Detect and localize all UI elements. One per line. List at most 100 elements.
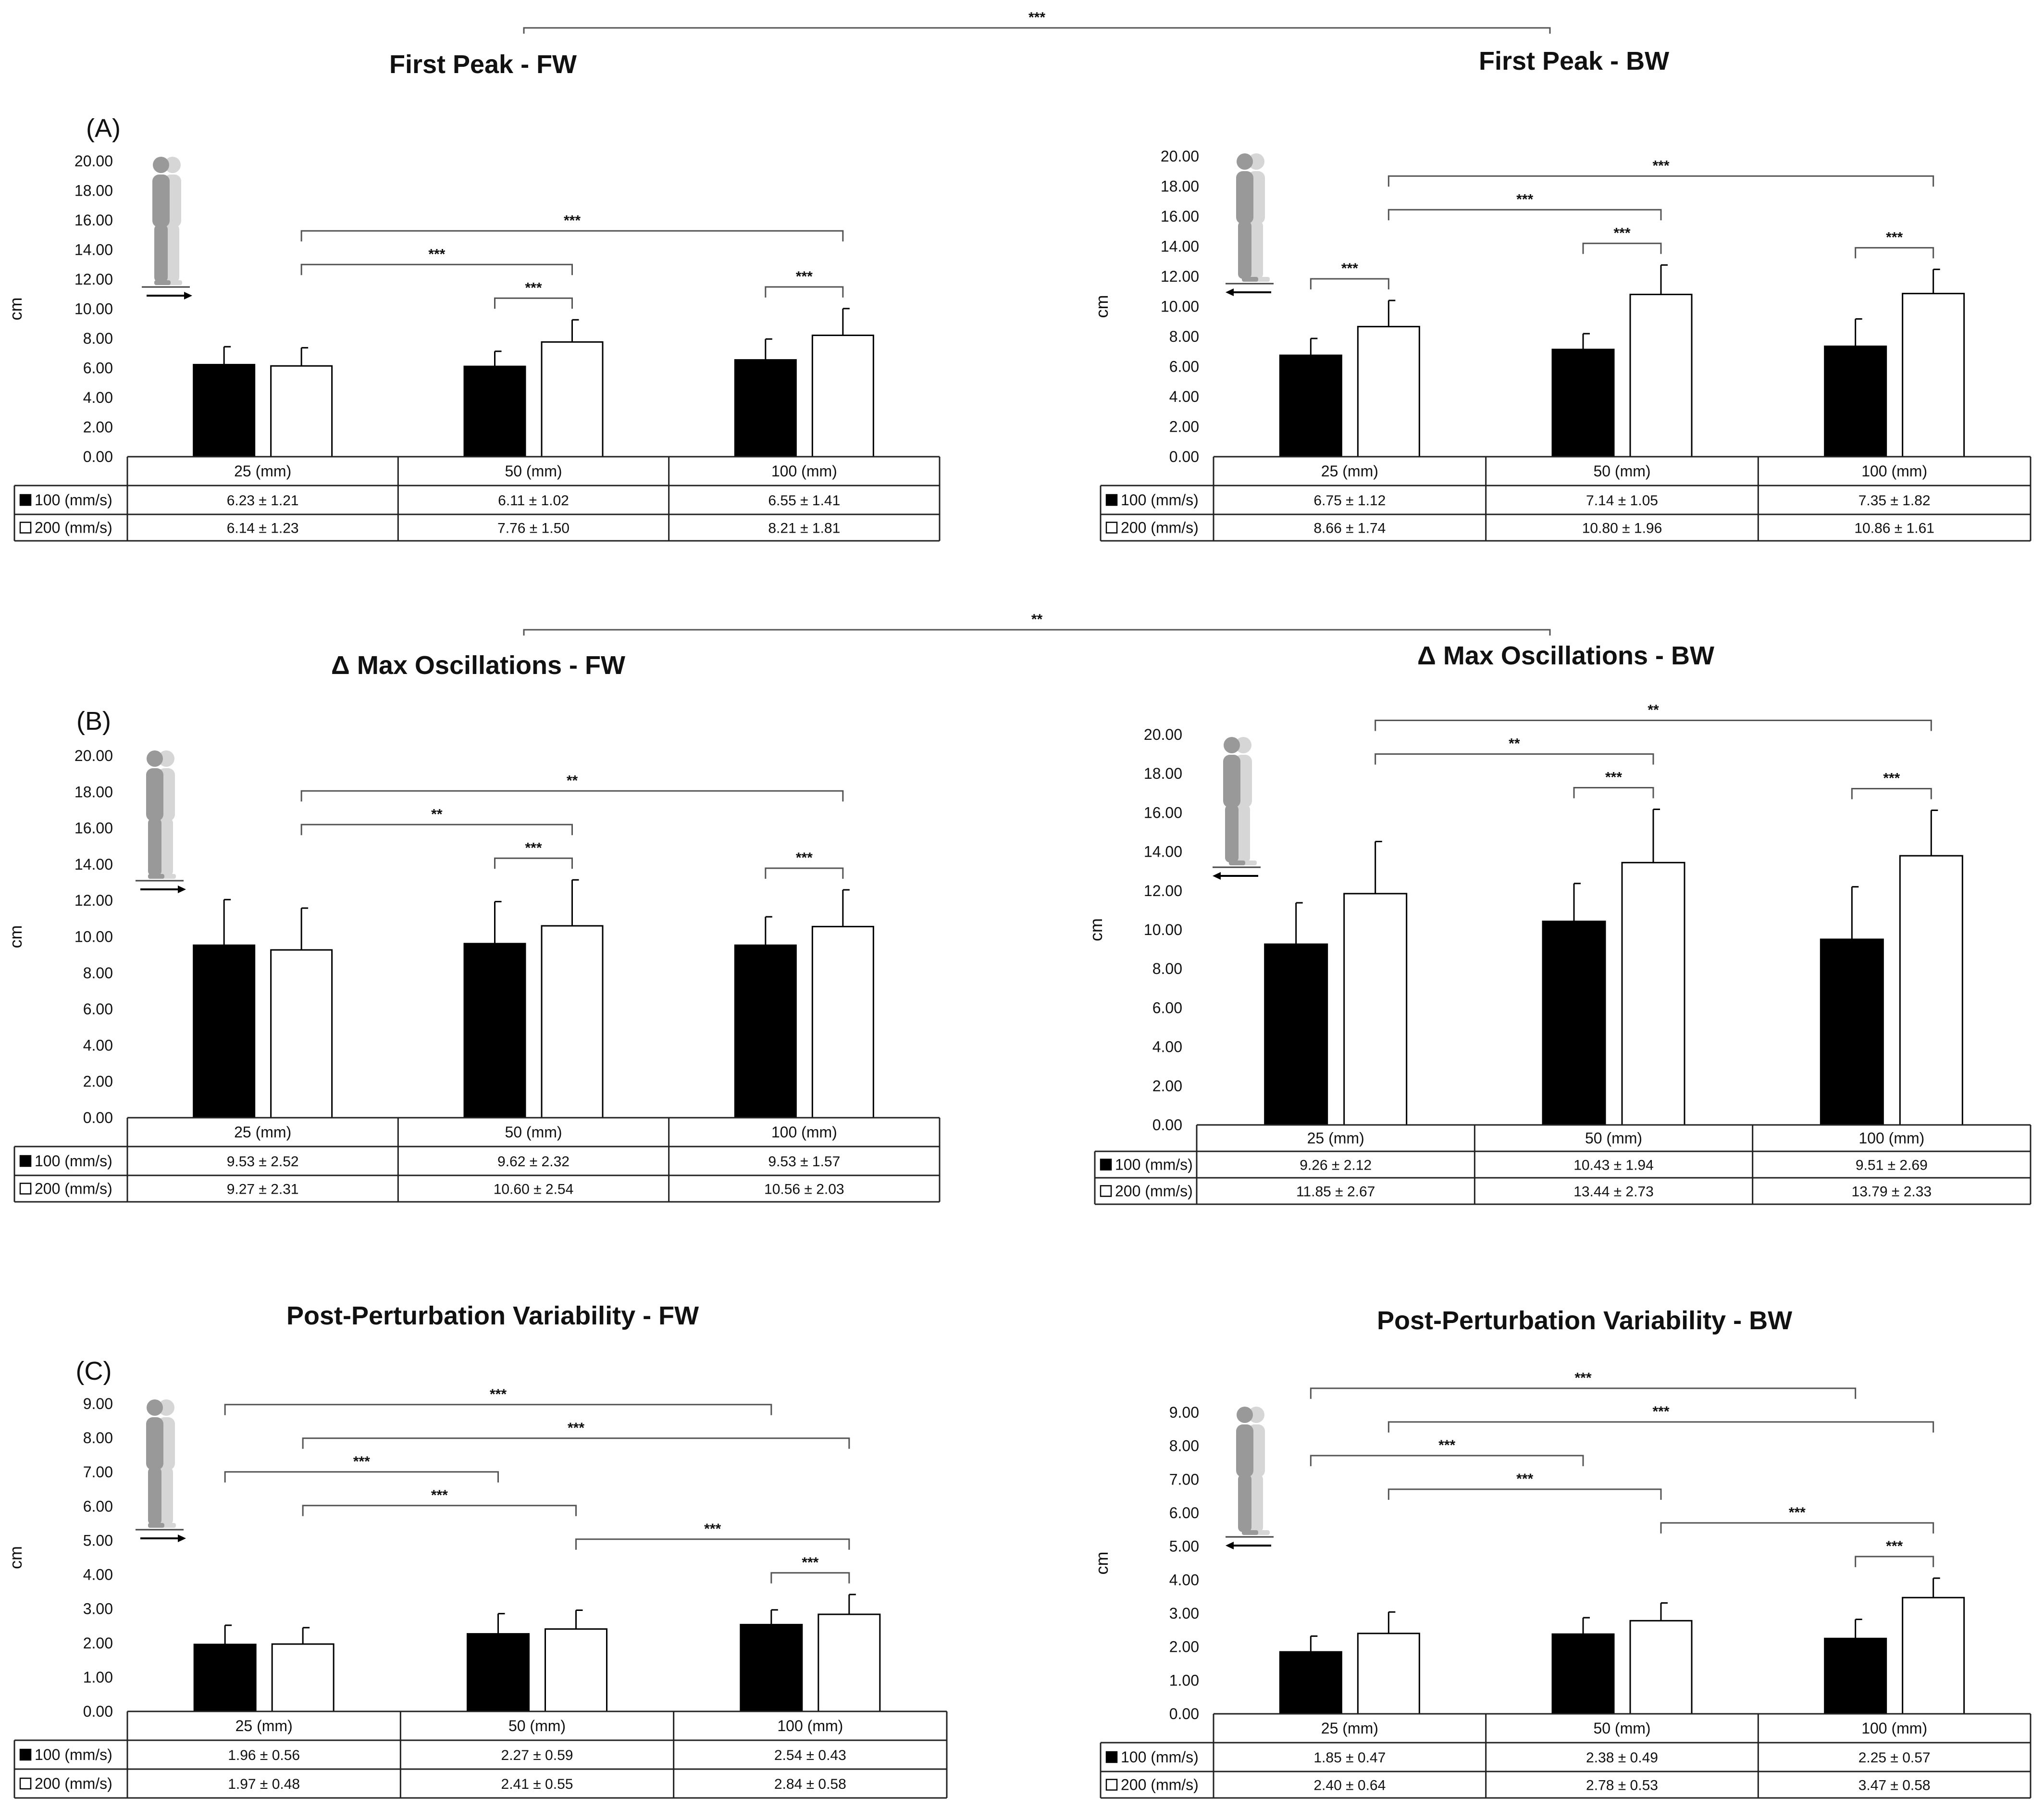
- chart-title: First Peak - BW: [1479, 47, 1669, 75]
- person-torso-icon: [1223, 755, 1240, 808]
- bar-100-mm-s: [740, 1623, 803, 1712]
- person-foot-icon: [148, 1523, 164, 1528]
- y-tick-label: 18.00: [74, 783, 113, 800]
- y-tick-label: 6.00: [1169, 1504, 1199, 1522]
- y-tick-label: 1.00: [1169, 1672, 1199, 1689]
- legend-swatch: [1100, 1159, 1112, 1171]
- significance-bracket: ***: [300, 212, 844, 242]
- person-legs-icon: [1238, 221, 1251, 279]
- legend-label: 200 (mm/s): [1121, 1776, 1199, 1794]
- significance-bracket: **: [1375, 702, 1932, 731]
- y-tick-label: 0.00: [83, 1703, 113, 1720]
- bar-100-mm-s: [1551, 349, 1615, 458]
- person-legs-icon: [154, 225, 168, 282]
- bar-200-mm-s: [1357, 1633, 1420, 1715]
- significance-bracket: ***: [302, 1487, 577, 1516]
- y-tick-label: 4.00: [1169, 1571, 1199, 1588]
- y-axis-label: cm: [6, 925, 25, 948]
- perturbation-icon: [142, 157, 192, 299]
- mean-sd-label: 8.66 ± 1.74: [1313, 521, 1386, 536]
- bar-200-mm-s: [1899, 855, 1963, 1126]
- y-tick-label: 2.00: [83, 1634, 113, 1652]
- y-tick-label: 16.00: [1161, 208, 1199, 225]
- y-tick-label: 18.00: [1161, 178, 1199, 195]
- y-tick-label: 7.00: [83, 1463, 113, 1481]
- y-tick-label: 12.00: [1144, 882, 1182, 899]
- mean-sd-label: 7.14 ± 1.05: [1586, 493, 1658, 509]
- mean-sd-label: 6.11 ± 1.02: [498, 493, 569, 509]
- significance-stars: **: [431, 806, 443, 822]
- legend-swatch: [19, 1155, 32, 1167]
- y-tick-label: 10.00: [74, 928, 113, 946]
- legend-swatch: [1105, 522, 1118, 534]
- significance-stars: ***: [1613, 225, 1630, 241]
- significance-stars: ***: [1574, 1370, 1591, 1386]
- significance-bracket-line: [302, 1437, 850, 1449]
- mean-sd-label: 10.80 ± 1.96: [1582, 521, 1662, 536]
- mean-sd-label: 10.60 ± 2.54: [494, 1182, 574, 1198]
- significance-stars: ***: [1883, 771, 1900, 786]
- significance-stars: ***: [1516, 1471, 1533, 1487]
- legend-swatch: [19, 522, 32, 534]
- y-tick-label: 4.00: [83, 389, 113, 406]
- person-torso-icon: [1236, 171, 1253, 224]
- y-tick-label: 20.00: [74, 152, 113, 170]
- mean-sd-label: 1.96 ± 0.56: [228, 1747, 300, 1763]
- significance-bracket-line: [1310, 278, 1389, 289]
- standing-person-icon: [1223, 737, 1245, 865]
- significance-stars: ***: [1516, 191, 1533, 207]
- significance-bracket-line: [1851, 788, 1932, 799]
- person-head-icon: [1237, 1407, 1253, 1423]
- panel-label-a: (A): [86, 114, 121, 143]
- category-label: 25 (mm): [235, 1717, 293, 1734]
- bar-100-mm-s: [1551, 1633, 1615, 1715]
- mean-sd-label: 9.62 ± 2.32: [497, 1154, 570, 1170]
- person-head-icon: [1235, 737, 1251, 753]
- significance-bracket: ***: [1855, 1538, 1934, 1567]
- legend-label: 200 (mm/s): [35, 1180, 112, 1198]
- chart-b-bw: Δ Max Oscillations - BW 0.00 2.00 4.00 6.00 8…: [1086, 641, 2032, 1205]
- y-tick-label: 14.00: [74, 856, 113, 873]
- category-label: 50 (mm): [505, 1123, 562, 1141]
- mean-sd-label: 7.35 ± 1.82: [1858, 493, 1931, 509]
- legend-label: 100 (mm/s): [35, 1152, 112, 1170]
- bar-200-mm-s: [545, 1628, 607, 1712]
- mean-sd-label: 9.53 ± 2.52: [227, 1154, 299, 1170]
- bar-200-mm-s: [811, 335, 874, 458]
- person-legs-icon: [1250, 1474, 1263, 1532]
- significance-bracket-line: [1573, 787, 1654, 798]
- bar-100-mm-s: [463, 365, 526, 458]
- category-label: 100 (mm): [771, 462, 837, 480]
- bar-200-mm-s: [1902, 293, 1965, 458]
- y-axis-label: cm: [1092, 295, 1112, 318]
- y-tick-label: 8.00: [1169, 1437, 1199, 1455]
- significance-bracket: ***: [494, 280, 573, 309]
- category-label: 25 (mm): [234, 1123, 291, 1141]
- y-tick-label: 10.00: [1144, 921, 1182, 938]
- y-tick-label: 2.00: [1152, 1077, 1182, 1095]
- bar-100-mm-s: [463, 943, 526, 1119]
- person-foot-icon: [1242, 277, 1258, 282]
- category-label: 100 (mm): [777, 1717, 843, 1734]
- significance-stars: ***: [568, 1420, 584, 1436]
- person-head-icon: [164, 157, 181, 173]
- significance-bracket-line: [494, 857, 573, 869]
- bar-100-mm-s: [1824, 1637, 1887, 1715]
- y-tick-label: 14.00: [1161, 238, 1199, 255]
- standing-person-icon: [146, 750, 164, 879]
- significance-stars: **: [1031, 611, 1043, 627]
- significance-bracket: **: [1375, 736, 1654, 765]
- significance-bracket-line: [1387, 175, 1934, 187]
- significance-stars: ***: [1886, 1538, 1903, 1554]
- y-tick-label: 2.00: [1169, 418, 1199, 436]
- bar-200-mm-s: [270, 949, 333, 1119]
- mean-sd-label: 2.25 ± 0.57: [1858, 1750, 1931, 1766]
- category-label: 50 (mm): [508, 1717, 566, 1734]
- legend-swatch: [19, 1777, 32, 1790]
- person-legs-icon: [1237, 805, 1250, 862]
- significance-bracket: ***: [1851, 771, 1932, 799]
- mean-sd-label: 7.76 ± 1.50: [497, 521, 570, 536]
- y-tick-label: 20.00: [74, 747, 113, 764]
- legend-label: 100 (mm/s): [35, 491, 112, 509]
